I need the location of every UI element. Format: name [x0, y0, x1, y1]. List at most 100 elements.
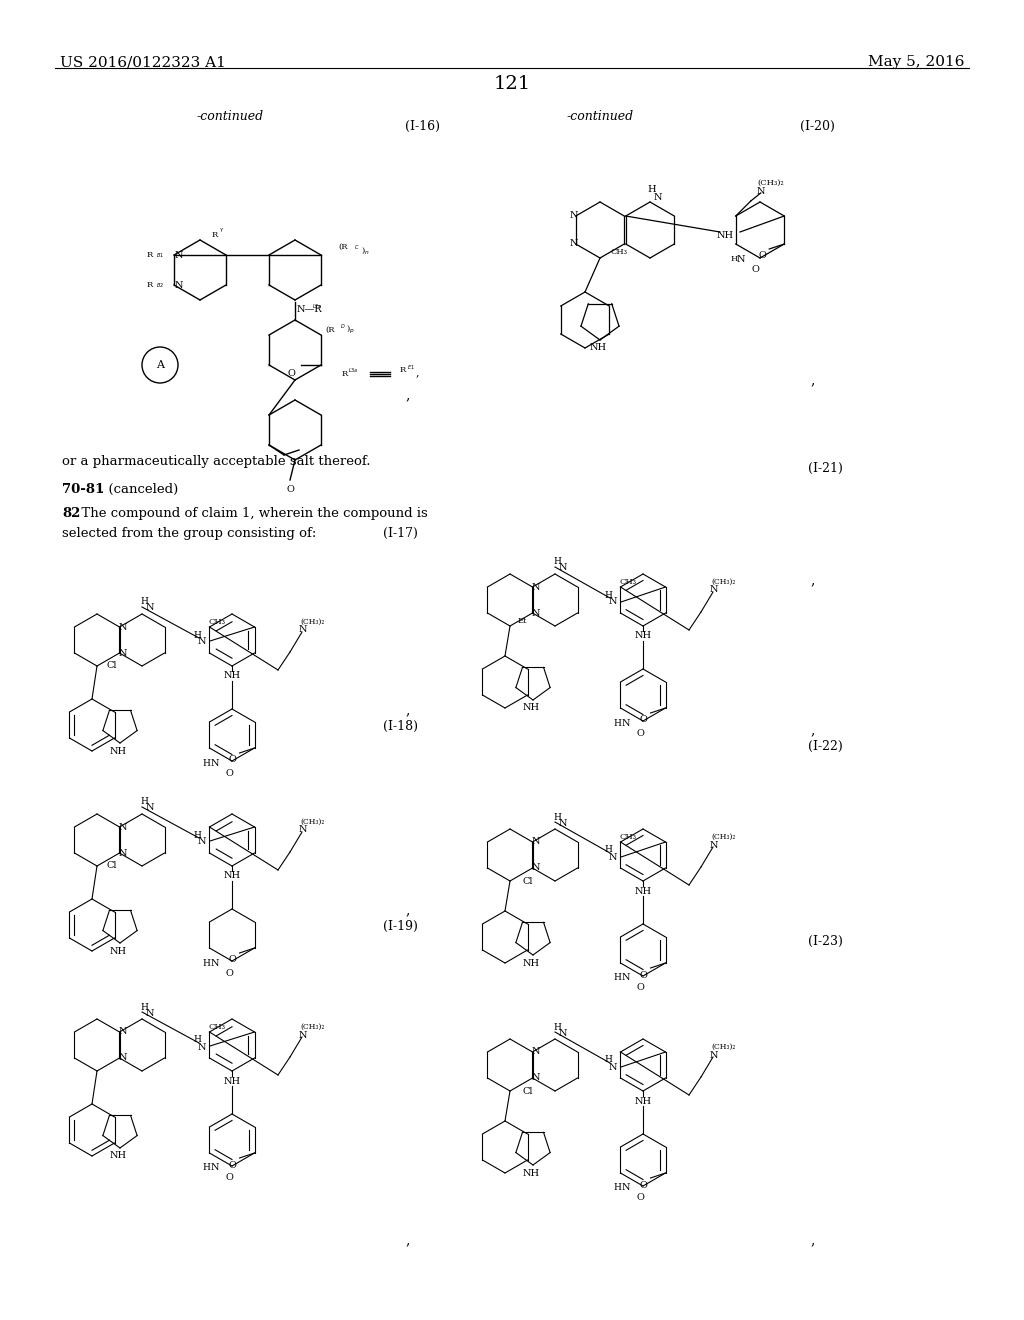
- Text: N: N: [531, 582, 540, 591]
- Text: H: H: [194, 631, 201, 639]
- Text: . The compound of claim 1, wherein the compound is: . The compound of claim 1, wherein the c…: [73, 507, 428, 520]
- Text: N: N: [118, 1027, 127, 1036]
- Text: CH₃: CH₃: [620, 833, 637, 841]
- Text: . (canceled): . (canceled): [100, 483, 178, 496]
- Text: N: N: [569, 239, 578, 248]
- Text: CH₃: CH₃: [620, 578, 637, 586]
- Text: H: H: [613, 974, 622, 982]
- Text: May 5, 2016: May 5, 2016: [867, 55, 964, 69]
- Text: $^{B1}$: $^{B1}$: [156, 251, 164, 259]
- Text: N: N: [710, 1051, 718, 1060]
- Text: N: N: [608, 853, 617, 862]
- Text: N: N: [299, 1031, 307, 1040]
- Text: H: H: [140, 1002, 147, 1011]
- Text: selected from the group consisting of:: selected from the group consisting of:: [62, 527, 316, 540]
- Text: O: O: [637, 1193, 644, 1203]
- Text: ,: ,: [406, 1233, 410, 1247]
- Text: $^C$: $^C$: [354, 243, 359, 251]
- Text: R: R: [146, 281, 154, 289]
- Text: 82: 82: [62, 507, 80, 520]
- Text: N: N: [198, 638, 206, 647]
- Text: $^D$: $^D$: [340, 322, 346, 330]
- Text: H: H: [203, 958, 210, 968]
- Text: (CH₃)₂: (CH₃)₂: [712, 833, 736, 841]
- Text: N—R: N—R: [297, 305, 323, 314]
- Text: N: N: [118, 648, 127, 657]
- Text: N: N: [118, 822, 127, 832]
- Text: N: N: [653, 193, 663, 202]
- Text: H: H: [648, 186, 656, 194]
- Text: $^{L3a}$: $^{L3a}$: [348, 366, 358, 374]
- Text: H: H: [604, 846, 612, 854]
- Text: (I-23): (I-23): [808, 935, 843, 948]
- Text: NH: NH: [110, 747, 127, 755]
- Text: H: H: [613, 718, 622, 727]
- Text: )$_p$: )$_p$: [345, 323, 354, 337]
- Text: N: N: [569, 211, 578, 220]
- Text: R: R: [342, 370, 348, 378]
- Text: (I-21): (I-21): [808, 462, 843, 475]
- Text: O: O: [637, 729, 644, 738]
- Text: O: O: [752, 264, 760, 273]
- Text: N: N: [531, 837, 540, 846]
- Text: N: N: [175, 251, 183, 260]
- Text: N: N: [531, 1073, 540, 1082]
- Text: O: O: [759, 252, 766, 260]
- Text: N: N: [118, 623, 127, 631]
- Text: H: H: [553, 813, 561, 821]
- Text: ,: ,: [810, 573, 814, 587]
- Text: (CH₃)₂: (CH₃)₂: [301, 618, 326, 626]
- Text: N: N: [622, 718, 630, 727]
- Text: (R: (R: [326, 326, 335, 334]
- Text: N: N: [299, 626, 307, 635]
- Text: A: A: [156, 360, 164, 370]
- Text: ,: ,: [406, 388, 410, 403]
- Text: R: R: [400, 366, 407, 374]
- Text: N: N: [531, 609, 540, 618]
- Text: (I-20): (I-20): [800, 120, 835, 133]
- Text: Cl: Cl: [106, 661, 117, 671]
- Text: N: N: [210, 759, 219, 767]
- Text: N: N: [531, 1048, 540, 1056]
- Text: N: N: [608, 598, 617, 606]
- Text: N: N: [145, 804, 155, 813]
- Text: N: N: [710, 586, 718, 594]
- Text: R: R: [212, 231, 218, 239]
- Text: H: H: [553, 557, 561, 566]
- Text: O: O: [640, 715, 647, 725]
- Text: O: O: [225, 969, 233, 978]
- Text: US 2016/0122323 A1: US 2016/0122323 A1: [60, 55, 226, 69]
- Text: (I-19): (I-19): [383, 920, 418, 933]
- Text: N: N: [299, 825, 307, 834]
- Text: H: H: [194, 1035, 201, 1044]
- Text: H: H: [203, 759, 210, 767]
- Text: N: N: [608, 1063, 617, 1072]
- Text: (I-16): (I-16): [406, 120, 440, 133]
- Text: NH: NH: [223, 1077, 241, 1085]
- Text: NH: NH: [635, 887, 651, 895]
- Text: (CH₃)₂: (CH₃)₂: [301, 1023, 326, 1031]
- Text: H: H: [203, 1163, 210, 1172]
- Text: -continued: -continued: [197, 110, 263, 123]
- Text: N: N: [559, 1028, 567, 1038]
- Text: N: N: [198, 837, 206, 846]
- Text: N: N: [118, 1053, 127, 1063]
- Text: $^{L2a}$: $^{L2a}$: [311, 302, 323, 310]
- Text: CH₃: CH₃: [209, 1023, 226, 1031]
- Text: O: O: [228, 755, 237, 764]
- Text: (I-18): (I-18): [383, 719, 418, 733]
- Text: N: N: [622, 974, 630, 982]
- Text: NH: NH: [635, 1097, 651, 1106]
- Text: O: O: [637, 983, 644, 993]
- Text: O: O: [225, 1173, 233, 1183]
- Text: NH: NH: [635, 631, 651, 640]
- Text: CH₃: CH₃: [209, 618, 226, 626]
- Text: N: N: [118, 849, 127, 858]
- Text: H: H: [140, 598, 147, 606]
- Text: O: O: [228, 1160, 237, 1170]
- Text: (R: (R: [338, 243, 348, 251]
- Text: (CH₃)₂: (CH₃)₂: [712, 578, 736, 586]
- Text: N: N: [210, 1163, 219, 1172]
- Text: Cl: Cl: [522, 1086, 534, 1096]
- Text: NH: NH: [590, 343, 606, 352]
